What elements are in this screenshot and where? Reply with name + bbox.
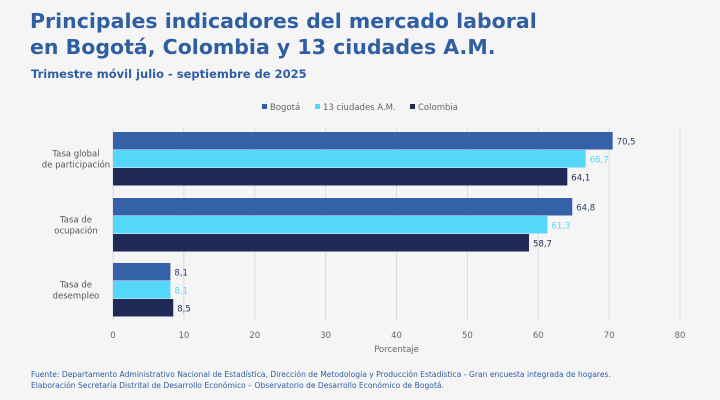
legend-label: Colombia xyxy=(418,103,458,113)
y-tick-label: Tasa de xyxy=(59,280,92,290)
x-tick-label: 0 xyxy=(110,331,115,341)
data-label: 66,7 xyxy=(590,155,609,165)
y-tick-label: desempleo xyxy=(53,291,100,301)
bar xyxy=(113,198,573,216)
chart-title: Principales indicadores del mercado labo… xyxy=(30,8,690,60)
data-label: 70,5 xyxy=(617,137,636,147)
title-line-2: en Bogotá, Colombia y 13 ciudades A.M. xyxy=(30,35,496,59)
x-tick-label: 70 xyxy=(604,331,615,341)
legend-label: 13 ciudades A.M. xyxy=(323,103,396,113)
bar xyxy=(113,132,613,150)
bar xyxy=(113,168,568,186)
data-label: 64,8 xyxy=(576,203,595,213)
bar xyxy=(113,234,530,252)
y-tick-label: Tasa de xyxy=(59,215,92,225)
bar xyxy=(113,216,548,234)
legend-swatch xyxy=(410,104,415,109)
x-axis-title: Porcentaje xyxy=(374,345,419,355)
x-tick-label: 60 xyxy=(533,331,544,341)
source-note: Fuente: Departamento Administrativo Naci… xyxy=(31,370,611,391)
bar xyxy=(113,299,174,317)
data-label: 64,1 xyxy=(571,173,590,183)
bar xyxy=(113,281,171,299)
data-label: 8,5 xyxy=(177,304,191,314)
y-tick-label: de participación xyxy=(42,159,110,170)
data-label: 8,1 xyxy=(174,286,188,296)
bar xyxy=(113,263,171,281)
chart-subtitle: Trimestre móvil julio - septiembre de 20… xyxy=(31,67,307,81)
title-line-1: Principales indicadores del mercado labo… xyxy=(30,9,537,33)
legend-swatch xyxy=(262,104,267,109)
legend-label: Bogotá xyxy=(270,103,300,113)
source-line-1: Fuente: Departamento Administrativo Naci… xyxy=(31,370,611,379)
x-tick-label: 50 xyxy=(462,331,473,341)
data-label: 58,7 xyxy=(533,239,552,249)
x-tick-label: 30 xyxy=(320,331,331,341)
x-tick-label: 80 xyxy=(675,331,686,341)
data-label: 61,3 xyxy=(551,221,570,231)
x-tick-label: 20 xyxy=(249,331,260,341)
source-line-2: Elaboración Secretaría Distrital de Desa… xyxy=(31,380,445,390)
bar xyxy=(113,150,586,168)
data-label: 8,1 xyxy=(174,268,188,278)
y-tick-label: ocupación xyxy=(54,225,98,236)
x-tick-label: 40 xyxy=(391,331,402,341)
y-tick-label: Tasa global xyxy=(51,149,99,159)
x-tick-label: 10 xyxy=(178,331,189,341)
legend-swatch xyxy=(315,104,320,109)
